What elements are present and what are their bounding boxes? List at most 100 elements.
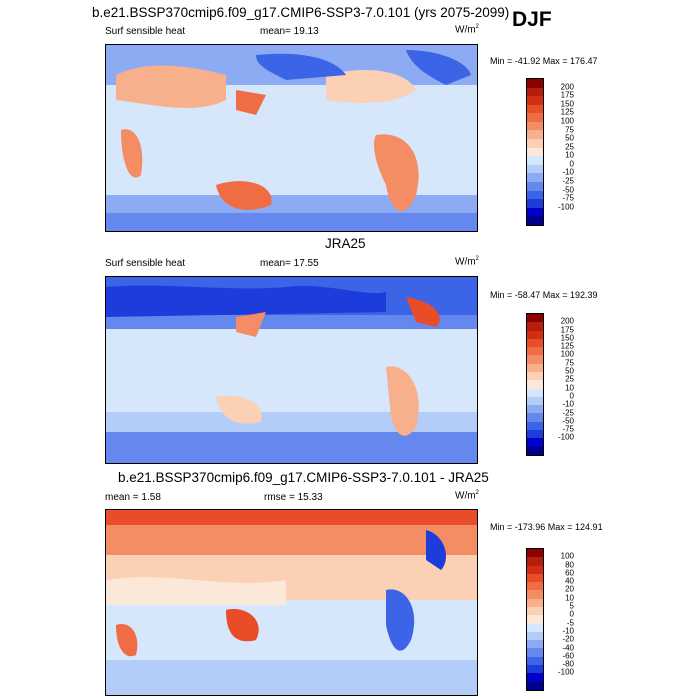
panel-2-units: W/m2	[455, 256, 479, 268]
colorbar-swatch	[527, 681, 543, 690]
colorbar-swatch	[527, 656, 543, 665]
colorbar-tick-label: 175	[560, 90, 574, 100]
colorbar-swatch	[527, 549, 543, 558]
colorbar-tick-label: 100	[560, 349, 574, 359]
colorbar-tick-label: -75	[562, 193, 574, 203]
colorbar-swatch	[527, 190, 543, 200]
colorbar-tick-label: 50	[565, 133, 574, 143]
colorbar-swatch	[527, 113, 543, 122]
colorbar-swatch	[527, 181, 543, 191]
colorbar-tick-label: -50	[562, 416, 574, 426]
colorbar-tick-label: 100	[560, 551, 574, 561]
colorbar-swatch	[527, 438, 543, 447]
colorbar-swatch	[527, 573, 543, 583]
colorbar-swatch	[527, 87, 543, 97]
colorbar-swatch	[527, 429, 543, 439]
colorbar-tick-label: -10	[562, 626, 574, 636]
panel-3-map-plot	[106, 510, 477, 695]
panel-3-mean-label: mean = 1.58	[105, 492, 161, 503]
colorbar-tick-label: -100	[557, 432, 574, 442]
colorbar-swatch	[527, 405, 543, 414]
colorbar-swatch	[527, 121, 543, 131]
panel-1-map	[105, 44, 478, 232]
colorbar-tick-label: 10	[565, 150, 574, 160]
colorbar-tick-label: 25	[565, 142, 574, 152]
colorbar-tick-label: -50	[562, 185, 574, 195]
colorbar-swatch	[527, 130, 543, 140]
colorbar-swatch	[527, 623, 543, 632]
colorbar-tick-label: 10	[565, 383, 574, 393]
colorbar-tick-label: 200	[560, 82, 574, 92]
colorbar-swatch	[527, 598, 543, 607]
panel-1-map-plot	[106, 45, 477, 231]
colorbar-swatch	[527, 380, 543, 389]
colorbar-tick-label: 200	[560, 316, 574, 326]
colorbar-tick-label: 0	[569, 391, 574, 401]
panel-2-title: JRA25	[325, 236, 366, 251]
colorbar-tick-label: -80	[562, 659, 574, 669]
panel-3-units: W/m2	[455, 490, 479, 502]
colorbar-tick-label: -75	[562, 424, 574, 434]
colorbar-tick-label: -25	[562, 408, 574, 418]
colorbar-swatch	[527, 216, 543, 225]
colorbar-tick-label: 50	[565, 366, 574, 376]
colorbar-tick-label: 40	[565, 576, 574, 586]
colorbar-tick-label: 75	[565, 125, 574, 135]
panel-2-map-plot	[106, 277, 477, 463]
panel-1-colorbar	[526, 78, 544, 226]
panel-1-title: b.e21.BSSP370cmip6.f09_g17.CMIP6-SSP3-7.…	[92, 5, 510, 20]
colorbar-swatch	[527, 338, 543, 348]
colorbar-tick-label: -10	[562, 167, 574, 177]
colorbar-tick-label: 20	[565, 584, 574, 594]
colorbar-tick-label: 150	[560, 333, 574, 343]
panel-2-colorbar-labels: 200 175 150 125 100 75 50 25 10 0 -10 -25 -50 -75 -100	[548, 313, 574, 456]
colorbar-tick-label: -60	[562, 651, 574, 661]
panel-3-colorbar-labels: 100 80 60 40 20 10 5 0 -5 -10 -20 -40 -60 -80 -100	[548, 548, 574, 691]
colorbar-tick-label: -40	[562, 643, 574, 653]
panel-2-colorbar	[526, 313, 544, 456]
colorbar-swatch	[527, 156, 543, 165]
colorbar-tick-label: 125	[560, 107, 574, 117]
panel-2-mean-label: mean= 17.55	[260, 258, 319, 269]
panel-1-units: W/m2	[455, 24, 479, 36]
colorbar-swatch	[527, 173, 543, 182]
colorbar-tick-label: 100	[560, 116, 574, 126]
panel-3-colorbar	[526, 548, 544, 691]
colorbar-tick-label: 75	[565, 358, 574, 368]
colorbar-swatch	[527, 673, 543, 682]
colorbar-tick-label: 0	[569, 159, 574, 169]
colorbar-tick-label: -10	[562, 399, 574, 409]
panel-1-mean-label: mean= 19.13	[260, 26, 319, 37]
colorbar-swatch	[527, 631, 543, 641]
panel-2-minmax: Min = -58.47 Max = 192.39	[490, 290, 598, 300]
colorbar-swatch	[527, 413, 543, 422]
panel-2-map	[105, 276, 478, 464]
colorbar-tick-label: 60	[565, 568, 574, 578]
colorbar-swatch	[527, 664, 543, 674]
panel-3-minmax: Min = -173.96 Max = 124.91	[490, 522, 603, 532]
colorbar-swatch	[527, 582, 543, 591]
colorbar-swatch	[527, 557, 543, 566]
colorbar-swatch	[527, 199, 543, 208]
colorbar-swatch	[527, 421, 543, 430]
colorbar-tick-label: 125	[560, 341, 574, 351]
colorbar-swatch	[527, 648, 543, 657]
colorbar-tick-label: -25	[562, 176, 574, 186]
colorbar-tick-label: 175	[560, 325, 574, 335]
colorbar-swatch	[527, 355, 543, 364]
colorbar-swatch	[527, 446, 543, 455]
colorbar-swatch	[527, 164, 543, 174]
panel-3-map	[105, 509, 478, 696]
colorbar-swatch	[527, 590, 543, 599]
colorbar-tick-label: -20	[562, 634, 574, 644]
colorbar-tick-label: 80	[565, 560, 574, 570]
colorbar-tick-label: 10	[565, 593, 574, 603]
colorbar-swatch	[527, 147, 543, 157]
colorbar-tick-label: -5	[566, 618, 574, 628]
colorbar-swatch	[527, 371, 543, 381]
colorbar-swatch	[527, 314, 543, 323]
panel-3-rmse-label: rmse = 15.33	[264, 492, 323, 503]
colorbar-swatch	[527, 606, 543, 616]
season-label: DJF	[512, 8, 552, 31]
colorbar-swatch	[527, 330, 543, 339]
